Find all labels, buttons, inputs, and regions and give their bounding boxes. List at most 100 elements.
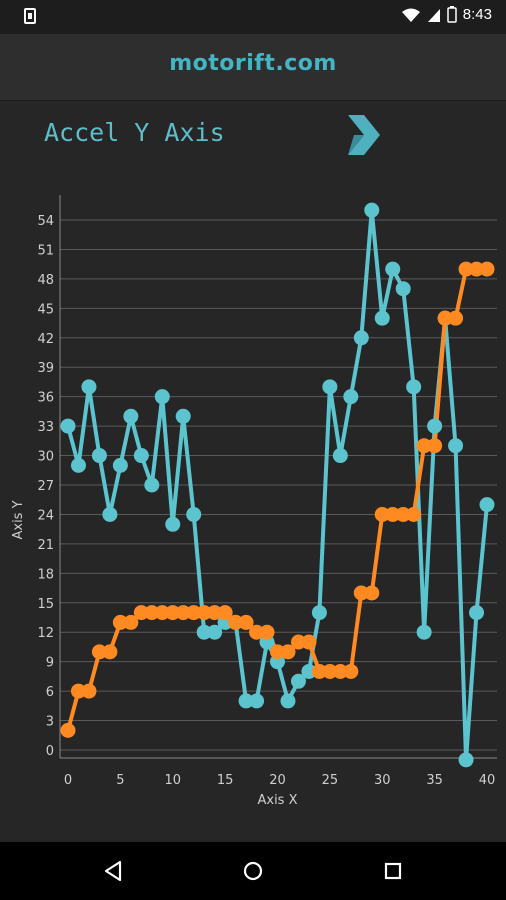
data-point-series-1: [353, 330, 369, 346]
y-tick-label: 9: [46, 656, 54, 671]
data-point-series-1: [322, 379, 338, 395]
data-point-series-2: [479, 261, 495, 277]
data-point-series-1: [364, 202, 380, 218]
data-point-series-1: [196, 624, 212, 640]
data-point-series-1: [448, 438, 464, 454]
data-point-series-2: [186, 605, 202, 621]
wifi-icon: [401, 8, 420, 22]
data-point-series-2: [343, 663, 359, 679]
data-point-series-1: [385, 261, 401, 277]
data-point-series-1: [186, 506, 202, 522]
data-point-series-2: [217, 605, 233, 621]
data-point-series-1: [123, 408, 139, 424]
data-point-series-2: [238, 614, 254, 630]
data-point-series-2: [374, 506, 390, 522]
data-point-series-2: [228, 614, 244, 630]
x-tick-label: 15: [217, 773, 234, 788]
data-point-series-1: [290, 673, 306, 689]
x-axis-label: Axis X: [257, 793, 297, 808]
data-point-series-1: [343, 389, 359, 405]
y-tick-label: 3: [46, 715, 54, 730]
status-time: 8:43: [462, 6, 492, 23]
page-title: Accel Y Axis: [44, 118, 225, 147]
x-tick-label: 20: [269, 773, 286, 788]
data-point-series-2: [311, 663, 327, 679]
download-icon: [24, 8, 36, 24]
data-point-series-2: [322, 663, 338, 679]
data-point-series-1: [144, 477, 160, 493]
data-point-series-2: [175, 605, 191, 621]
data-point-series-1: [427, 418, 443, 434]
y-tick-label: 42: [37, 332, 54, 347]
y-tick-label: 48: [37, 273, 54, 288]
data-point-series-2: [353, 585, 369, 601]
status-bar: 8:43: [0, 0, 506, 34]
data-point-series-2: [395, 506, 411, 522]
data-point-series-2: [70, 683, 86, 699]
data-point-series-1: [458, 752, 474, 768]
data-point-series-2: [133, 605, 149, 621]
data-point-series-2: [144, 605, 160, 621]
data-point-series-1: [395, 281, 411, 297]
data-point-series-1: [406, 379, 422, 395]
data-point-series-2: [81, 683, 97, 699]
y-tick-label: 33: [37, 420, 54, 435]
app-header: motorift.com: [0, 34, 506, 101]
x-tick-label: 30: [374, 773, 391, 788]
y-tick-label: 24: [37, 508, 54, 523]
next-button[interactable]: [340, 111, 388, 159]
data-point-series-2: [259, 624, 275, 640]
back-icon[interactable]: [98, 856, 128, 886]
data-point-series-2: [280, 644, 296, 660]
data-point-series-1: [374, 310, 390, 326]
home-icon[interactable]: [238, 856, 268, 886]
data-point-series-1: [70, 457, 86, 473]
y-tick-label: 51: [37, 243, 54, 258]
y-tick-label: 15: [37, 597, 54, 612]
data-point-series-2: [458, 261, 474, 277]
x-tick-label: 35: [426, 773, 443, 788]
data-point-series-1: [112, 457, 128, 473]
data-point-series-2: [406, 506, 422, 522]
y-tick-label: 12: [37, 626, 54, 641]
data-point-series-1: [102, 506, 118, 522]
data-point-series-1: [249, 693, 265, 709]
data-point-series-2: [154, 605, 170, 621]
y-tick-label: 36: [37, 391, 54, 406]
data-point-series-1: [154, 389, 170, 405]
data-point-series-1: [280, 693, 296, 709]
x-tick-label: 5: [116, 773, 124, 788]
y-tick-label: 45: [37, 302, 54, 317]
data-point-series-2: [385, 506, 401, 522]
navigation-bar: [0, 842, 506, 900]
data-point-series-2: [249, 624, 265, 640]
x-tick-label: 25: [322, 773, 339, 788]
data-point-series-2: [290, 634, 306, 650]
data-point-series-2: [469, 261, 485, 277]
data-point-series-2: [196, 605, 212, 621]
y-tick-label: 30: [37, 450, 54, 465]
y-tick-label: 21: [37, 538, 54, 553]
chevron-right-icon: [348, 115, 380, 155]
data-point-series-2: [165, 605, 181, 621]
data-point-series-2: [112, 614, 128, 630]
status-icons: 8:43: [401, 6, 492, 23]
y-tick-label: 18: [37, 567, 54, 582]
recents-icon[interactable]: [378, 856, 408, 886]
x-tick-label: 40: [479, 773, 496, 788]
x-tick-label: 10: [164, 773, 181, 788]
data-point-series-1: [91, 448, 107, 464]
data-point-series-2: [416, 438, 432, 454]
data-point-series-2: [437, 310, 453, 326]
data-point-series-2: [270, 644, 285, 660]
battery-icon: [447, 6, 457, 23]
data-point-series-1: [479, 497, 495, 513]
data-point-series-1: [301, 663, 317, 679]
data-point-series-2: [332, 663, 348, 679]
y-tick-label: 54: [37, 214, 54, 229]
y-tick-label: 6: [46, 685, 54, 700]
data-point-series-1: [207, 624, 223, 640]
y-axis-label: Axis Y: [11, 500, 26, 539]
data-point-series-2: [207, 605, 223, 621]
